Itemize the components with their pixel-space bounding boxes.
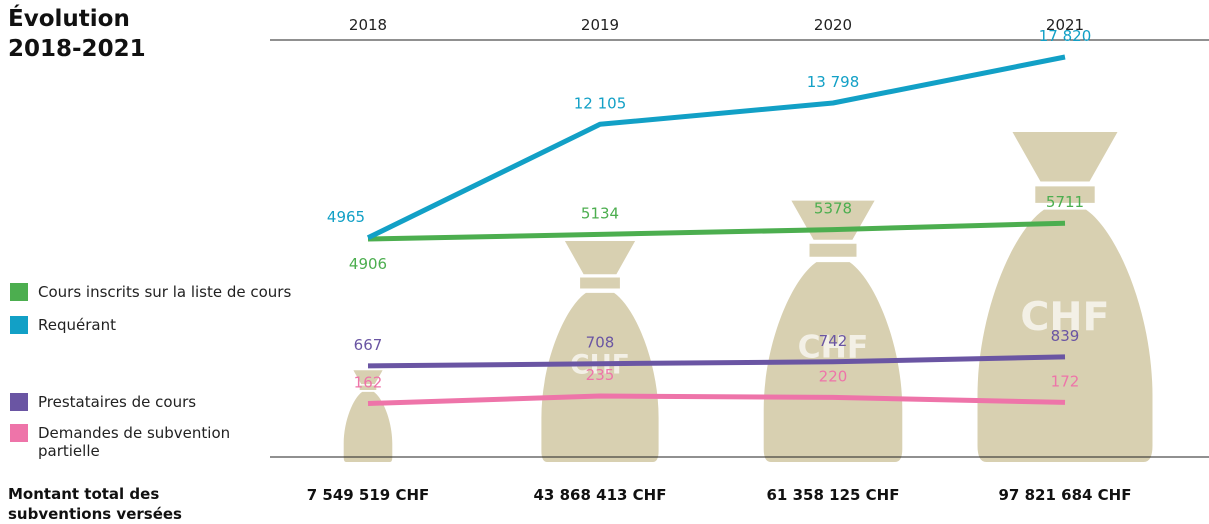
year-label: 2020 bbox=[814, 16, 852, 34]
legend-item: Demandes de subvention partielle bbox=[10, 424, 310, 460]
value-label: 4906 bbox=[349, 255, 387, 273]
series-line bbox=[368, 57, 1065, 238]
value-label: 4965 bbox=[327, 208, 365, 226]
legend-item: Cours inscrits sur la liste de cours bbox=[10, 283, 310, 301]
legend-item: Prestataires de cours bbox=[10, 393, 310, 411]
legend-label: Requérant bbox=[38, 316, 263, 334]
value-label: 12 105 bbox=[574, 94, 627, 112]
series-line bbox=[368, 223, 1065, 239]
year-label: 2021 bbox=[1046, 16, 1084, 34]
value-label: 667 bbox=[354, 336, 383, 354]
legend-swatch bbox=[10, 424, 28, 442]
legend-label: Demandes de subvention partielle bbox=[38, 424, 263, 460]
value-label: 839 bbox=[1051, 327, 1080, 345]
amount-label: 97 821 684 CHF bbox=[999, 486, 1132, 504]
year-label: 2019 bbox=[581, 16, 619, 34]
value-label: 172 bbox=[1051, 372, 1080, 390]
legend-label: Prestataires de cours bbox=[38, 393, 263, 411]
amount-label: 61 358 125 CHF bbox=[767, 486, 900, 504]
amount-label: 7 549 519 CHF bbox=[307, 486, 430, 504]
series-line bbox=[368, 357, 1065, 366]
legend-swatch bbox=[10, 393, 28, 411]
series-line bbox=[368, 396, 1065, 404]
page: Évolution 2018-2021 Montant total des su… bbox=[0, 0, 1209, 524]
value-label: 235 bbox=[586, 366, 615, 384]
amount-label: 43 868 413 CHF bbox=[534, 486, 667, 504]
value-label: 13 798 bbox=[807, 73, 860, 91]
year-label: 2018 bbox=[349, 16, 387, 34]
value-label: 162 bbox=[354, 373, 383, 391]
legend-swatch bbox=[10, 316, 28, 334]
value-label: 220 bbox=[819, 367, 848, 385]
value-label: 5711 bbox=[1046, 193, 1084, 211]
value-label: 5378 bbox=[814, 200, 852, 218]
value-label: 5134 bbox=[581, 204, 619, 222]
value-label: 708 bbox=[586, 334, 615, 352]
value-label: 742 bbox=[819, 332, 848, 350]
legend-label: Cours inscrits sur la liste de cours bbox=[38, 283, 310, 301]
legend-swatch bbox=[10, 283, 28, 301]
legend-item: Requérant bbox=[10, 316, 310, 334]
